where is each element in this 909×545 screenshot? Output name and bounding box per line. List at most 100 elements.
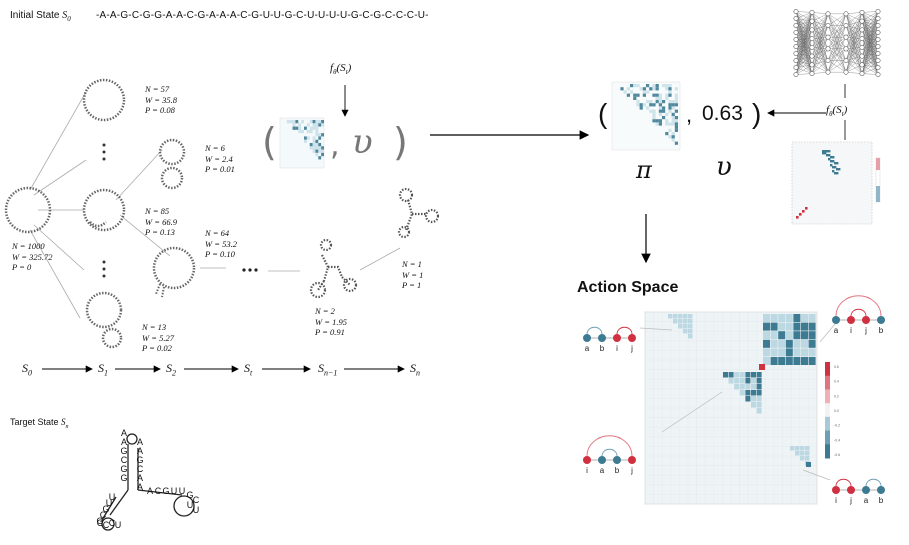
matrix-cell bbox=[306, 123, 310, 127]
action-cell bbox=[683, 329, 688, 334]
state-cell bbox=[838, 168, 841, 171]
pair-base-label: i bbox=[586, 466, 588, 475]
nn-edge bbox=[811, 37, 829, 39]
nn-neuron bbox=[809, 44, 815, 50]
action-cell bbox=[763, 339, 770, 348]
matrix-cell bbox=[674, 116, 678, 120]
nn-edge bbox=[795, 12, 813, 19]
action-cell bbox=[751, 372, 756, 378]
action-cell bbox=[739, 390, 745, 396]
matrix-cell bbox=[665, 96, 669, 100]
action-cell bbox=[793, 339, 801, 348]
action-cell bbox=[739, 372, 745, 378]
action-cell bbox=[808, 322, 816, 331]
nn-edge bbox=[845, 60, 863, 66]
nn-edge bbox=[795, 12, 813, 54]
pair-base-label: a bbox=[834, 326, 839, 335]
nn-edge bbox=[811, 12, 829, 14]
target-base-letter: G bbox=[162, 486, 169, 496]
action-cell bbox=[778, 357, 786, 365]
state-cell-active bbox=[799, 213, 802, 216]
state-cell bbox=[836, 172, 839, 175]
target-base-letter: U bbox=[115, 520, 122, 530]
nn-neuron bbox=[875, 9, 881, 14]
action-cell bbox=[801, 339, 808, 348]
matrix-cell bbox=[318, 149, 322, 153]
action-cell bbox=[678, 319, 683, 324]
matrix-cell bbox=[295, 126, 299, 130]
policy-matrix-small bbox=[279, 117, 325, 169]
action-cell bbox=[734, 372, 740, 378]
pair-base-label: j bbox=[630, 466, 633, 475]
pair-base-label: a bbox=[585, 344, 590, 353]
nn-edge bbox=[811, 29, 829, 38]
colorbar-segment bbox=[825, 444, 830, 459]
matrix-cell bbox=[298, 123, 302, 127]
matrix-cell bbox=[633, 84, 637, 88]
node-5-stats: N = 64 W = 53.2 P = 0.10 bbox=[205, 228, 237, 259]
nn-edge bbox=[795, 21, 813, 61]
matrix-cell bbox=[665, 132, 669, 136]
nn-edge bbox=[845, 37, 863, 39]
matrix-cell bbox=[671, 119, 675, 123]
nn-neuron bbox=[875, 16, 881, 21]
matrix-cell bbox=[665, 87, 669, 91]
state-cell bbox=[830, 164, 833, 167]
nn-neuron bbox=[843, 58, 849, 63]
matrix-cell bbox=[671, 103, 675, 107]
rna-root-circle bbox=[4, 186, 52, 234]
action-cell bbox=[770, 322, 778, 331]
pair-arc bbox=[865, 478, 882, 487]
nn-edge bbox=[811, 37, 829, 57]
timeline-label-2: S2 bbox=[166, 361, 176, 377]
nn-edge bbox=[811, 20, 829, 26]
nn-edge bbox=[795, 12, 813, 40]
action-cell bbox=[778, 314, 786, 322]
matrix-cell bbox=[639, 87, 643, 91]
matrix-cell bbox=[301, 120, 304, 124]
rna-node-6 bbox=[309, 238, 358, 299]
nn-neuron bbox=[809, 71, 815, 77]
pair-base bbox=[847, 316, 855, 324]
target-base-letter: U bbox=[106, 498, 113, 508]
nn-edge bbox=[845, 55, 863, 61]
action-cell bbox=[668, 314, 673, 319]
nn-edge bbox=[861, 46, 879, 74]
action-cell bbox=[805, 456, 810, 461]
nn-edge bbox=[811, 60, 829, 74]
action-cell bbox=[793, 314, 801, 322]
state-cell bbox=[828, 150, 831, 153]
matrix-cell bbox=[652, 87, 656, 91]
action-cell bbox=[801, 314, 808, 322]
state-cell bbox=[822, 152, 825, 155]
matrix-cell bbox=[315, 120, 319, 124]
timeline-label-5: Sn bbox=[410, 361, 420, 377]
node-2-stats: N = 85 W = 66.9 P = 0.13 bbox=[145, 206, 177, 237]
rna-node-1 bbox=[82, 78, 126, 122]
state-cell bbox=[828, 154, 831, 157]
matrix-cell bbox=[674, 141, 678, 145]
nn-edge bbox=[795, 11, 813, 13]
action-cell bbox=[778, 348, 786, 357]
action-cell-selected bbox=[759, 364, 765, 370]
nn-edge bbox=[811, 25, 829, 74]
matrix-cell bbox=[674, 109, 678, 113]
matrix-cell bbox=[674, 125, 678, 129]
state-cell bbox=[830, 156, 833, 159]
action-cell bbox=[745, 378, 751, 384]
target-base-letter: U bbox=[193, 505, 200, 515]
nn-neuron bbox=[793, 16, 799, 21]
matrix-cell bbox=[636, 103, 640, 107]
nn-edge bbox=[795, 12, 813, 68]
state-cell-active bbox=[796, 216, 799, 219]
nn-neuron bbox=[825, 69, 831, 75]
matrix-cell bbox=[671, 112, 675, 116]
target-base-letter: G bbox=[120, 473, 127, 483]
nn-edge bbox=[811, 37, 829, 65]
matrix-cell bbox=[318, 143, 322, 147]
action-cell bbox=[723, 372, 728, 378]
nn-neuron bbox=[793, 30, 799, 35]
pair-arc bbox=[586, 435, 633, 457]
nn-edge bbox=[795, 21, 813, 40]
colorbar-segment bbox=[825, 389, 830, 404]
